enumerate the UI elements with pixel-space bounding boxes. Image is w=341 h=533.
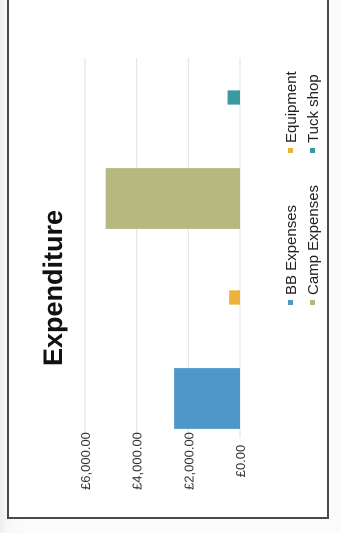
bar-bb-expenses: [174, 368, 240, 429]
bars: [105, 90, 241, 429]
legend-label: Camp Expenses: [305, 185, 322, 295]
legend: BB Expenses Equipment Camp Expenses Tuck sh…: [283, 70, 322, 305]
bar-tuck-shop: [227, 90, 241, 105]
bar-camp-expenses: [105, 168, 240, 229]
legend-swatch: [310, 148, 315, 153]
legend-swatch: [288, 148, 293, 153]
legend-label: BB Expenses: [283, 205, 300, 295]
legend-swatch: [310, 300, 315, 305]
y-tick-label: £2,000.00: [181, 432, 196, 490]
chart-title: Expenditure: [38, 210, 68, 366]
y-tick-label: £6,000.00: [78, 432, 93, 490]
bar-equipment: [229, 290, 240, 305]
legend-swatch: [288, 300, 293, 305]
legend-label: Tuck shop: [305, 74, 322, 143]
legend-label: Equipment: [283, 70, 300, 143]
y-tick-labels: £6,000.00 £4,000.00 £2,000.00 £0.00: [78, 432, 248, 490]
chart-frame: [7, 0, 329, 519]
y-tick-label: £0.00: [233, 445, 248, 478]
y-tick-label: £4,000.00: [130, 432, 145, 490]
